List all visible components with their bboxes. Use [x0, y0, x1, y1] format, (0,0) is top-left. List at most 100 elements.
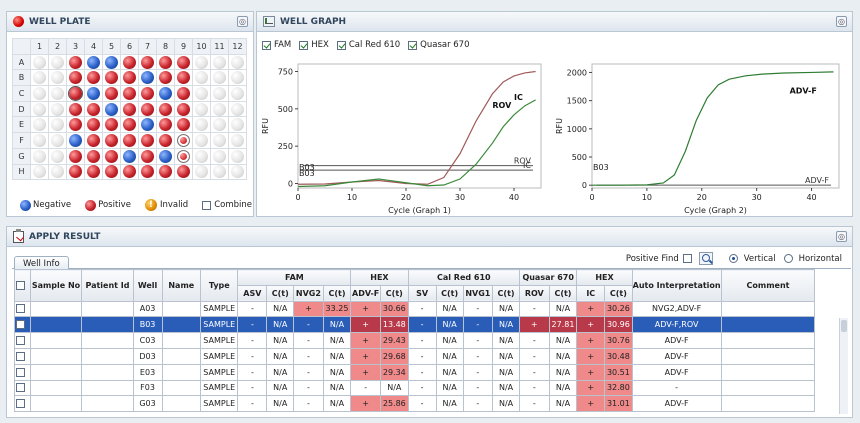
well-cell[interactable] [156, 132, 175, 149]
well-cell[interactable] [174, 53, 193, 71]
well-cell[interactable] [30, 69, 49, 87]
row-select-cell[interactable] [14, 363, 31, 381]
well-cell[interactable] [228, 116, 247, 134]
well-cell[interactable] [66, 132, 85, 149]
well-cell[interactable] [156, 116, 175, 134]
well-cell[interactable] [138, 147, 157, 165]
channel-1[interactable]: HEX [299, 40, 329, 50]
col-header[interactable]: Sample No [29, 269, 83, 302]
channel-3[interactable]: Quasar 670 [408, 40, 470, 50]
well-cell[interactable] [102, 85, 121, 102]
channel-0[interactable]: FAM [262, 40, 291, 50]
row-select-cell[interactable] [14, 347, 31, 365]
row-checkbox[interactable] [16, 367, 26, 377]
table-row[interactable]: A03 SAMPLE - N/A +33.25 +30.66- N/A - N/A - N/A +30… [14, 300, 860, 318]
row-checkbox[interactable] [16, 320, 26, 330]
well-cell[interactable] [228, 163, 247, 181]
row-checkbox[interactable] [16, 304, 26, 314]
well-cell[interactable] [120, 132, 139, 149]
well-cell[interactable] [138, 100, 157, 118]
table-row[interactable]: E03 SAMPLE - N/A - N/A +29.34- N/A - N/A - N/A +30.5… [14, 363, 860, 381]
well-cell[interactable] [84, 132, 103, 149]
well-cell[interactable] [156, 53, 175, 71]
well-cell[interactable] [30, 147, 49, 165]
positive-find-checkbox[interactable] [682, 254, 692, 263]
well-cell[interactable] [30, 116, 49, 134]
well-cell[interactable] [48, 163, 67, 181]
well-cell[interactable] [102, 163, 121, 181]
well-cell[interactable] [192, 147, 211, 165]
channel-checkbox[interactable] [336, 40, 346, 50]
well-cell[interactable] [84, 116, 103, 134]
vertical-scrollbar[interactable] [839, 318, 848, 414]
well-cell[interactable] [48, 132, 67, 149]
well-cell[interactable] [210, 69, 229, 87]
well-cell[interactable] [210, 85, 229, 102]
well-cell[interactable] [84, 100, 103, 118]
well-cell[interactable] [210, 100, 229, 118]
tab-well-info[interactable]: Well Info [14, 256, 69, 271]
table-row[interactable]: G03 SAMPLE - N/A - N/A +25.86- N/A - N/A - N/A +31.0… [14, 395, 860, 413]
vertical-radio[interactable] [728, 254, 738, 263]
well-cell[interactable] [66, 69, 85, 87]
well-cell[interactable] [138, 132, 157, 149]
col-header[interactable]: Name [161, 269, 202, 302]
well-cell[interactable] [156, 147, 175, 165]
channel-2[interactable]: Cal Red 610 [336, 40, 400, 50]
well-cell[interactable] [156, 163, 175, 181]
search-icon[interactable] [698, 252, 713, 265]
channel-checkbox[interactable] [262, 40, 271, 50]
well-cell[interactable] [228, 53, 247, 71]
scroll-thumb[interactable] [841, 320, 847, 332]
well-cell[interactable] [66, 53, 85, 71]
channel-checkbox[interactable] [299, 40, 309, 50]
well-cell[interactable] [192, 100, 211, 118]
well-cell[interactable] [66, 116, 85, 134]
well-cell[interactable] [192, 69, 211, 87]
row-select-cell[interactable] [14, 379, 31, 397]
collapse-button[interactable]: ◎ [836, 16, 847, 27]
well-cell[interactable] [48, 100, 67, 118]
well-cell[interactable] [84, 85, 103, 102]
row-checkbox[interactable] [16, 399, 26, 409]
row-checkbox[interactable] [16, 351, 26, 361]
well-cell[interactable] [174, 100, 193, 118]
well-cell[interactable] [30, 100, 49, 118]
well-cell[interactable] [210, 132, 229, 149]
well-cell[interactable] [102, 100, 121, 118]
well-cell[interactable] [228, 147, 247, 165]
well-cell[interactable] [174, 85, 193, 102]
well-cell[interactable] [192, 116, 211, 134]
table-row[interactable]: C03 SAMPLE - N/A - N/A +29.43- N/A - N/A - N/A +30.7… [14, 332, 860, 349]
well-cell[interactable] [120, 85, 139, 102]
well-cell[interactable] [228, 85, 247, 102]
row-select-cell[interactable] [14, 332, 31, 349]
channel-checkbox[interactable] [408, 40, 418, 50]
well-cell[interactable] [120, 163, 139, 181]
well-cell[interactable] [138, 163, 157, 181]
table-row[interactable]: D03 SAMPLE - N/A - N/A +29.68- N/A - N/A - N/A +30.4… [14, 347, 860, 365]
well-cell[interactable] [48, 147, 67, 165]
well-cell[interactable] [138, 53, 157, 71]
well-cell[interactable] [192, 85, 211, 102]
well-cell[interactable] [102, 132, 121, 149]
well-cell[interactable] [120, 100, 139, 118]
well-cell[interactable] [138, 69, 157, 87]
well-cell[interactable] [84, 53, 103, 71]
well-cell[interactable] [174, 163, 193, 181]
collapse-button[interactable]: ◎ [237, 16, 248, 27]
well-cell[interactable] [30, 53, 49, 71]
well-cell[interactable] [84, 147, 103, 165]
table-row[interactable]: F03 SAMPLE - N/A - N/A - N/A - N/A - N/A - N/A +32.80- [14, 379, 860, 397]
well-cell[interactable] [228, 100, 247, 118]
well-cell[interactable] [84, 163, 103, 181]
col-header[interactable]: Auto Interpretation [631, 269, 722, 302]
well-cell[interactable] [48, 69, 67, 87]
well-cell[interactable] [210, 163, 229, 181]
well-cell[interactable] [210, 147, 229, 165]
well-cell[interactable] [84, 69, 103, 87]
well-cell[interactable] [192, 53, 211, 71]
col-header[interactable]: Well [132, 269, 163, 302]
well-cell[interactable] [156, 85, 175, 102]
well-cell[interactable] [210, 53, 229, 71]
